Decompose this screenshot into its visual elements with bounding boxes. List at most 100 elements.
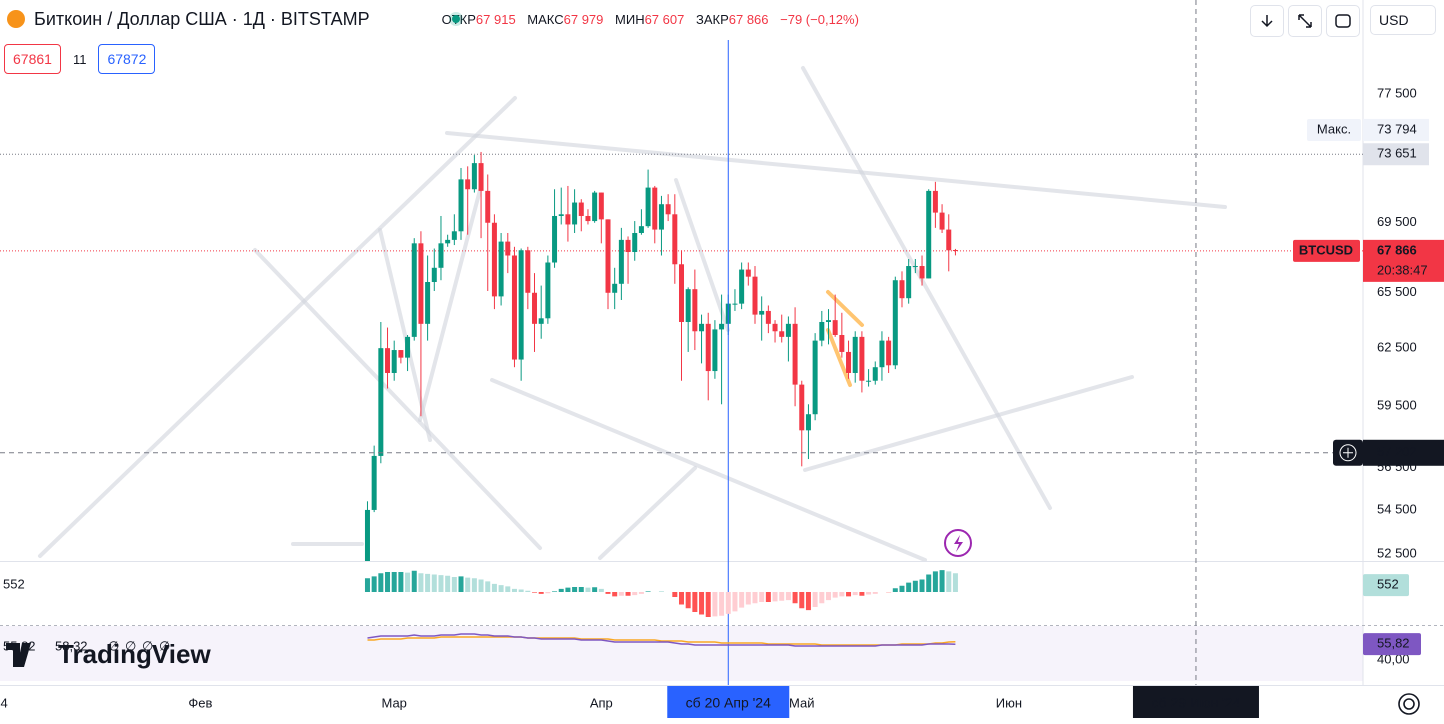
macd-bar [538,592,544,594]
trend-line [826,290,864,327]
macd-bar [445,575,451,592]
macd-bar [725,592,731,614]
candle-body [532,292,538,324]
max-value-box [1363,118,1429,141]
candle-body [866,380,872,382]
candle-body [445,239,451,244]
download-button[interactable] [1250,5,1284,37]
x-tick-label: Июн [996,695,1022,710]
candle-body [899,280,905,299]
candle-body [605,219,611,293]
candle-body [552,215,558,263]
candle-body [592,192,598,222]
candle-body [665,204,671,215]
crosshair-date-box [667,686,790,718]
candle-body [685,289,691,322]
candle-body [431,267,437,283]
candle-body [652,187,658,230]
legend-change: −79 (−0,12%) [780,11,859,27]
candle-body [618,239,624,284]
candle-body [498,241,504,297]
symbol-title[interactable]: Биткоин / Доллар США · 1Д · BITSTAMP [34,8,370,29]
candle-body [598,192,604,220]
last-price-box [1363,239,1444,282]
macd-bar [932,571,938,592]
legend-value: 67 979 [563,11,604,27]
candle-body [451,231,457,240]
trend-line [674,178,730,332]
watermark-logo: TradingView [6,639,211,669]
y-tick-label: 52 500 [1377,546,1417,561]
fullscreen-button[interactable] [1288,5,1322,37]
price-pane [0,151,1363,561]
rsi-legend-ma: 58,32 [55,638,88,653]
candle-body [852,336,858,373]
macd-bar [866,592,872,595]
macd-bar [592,587,598,592]
candle-body [538,318,544,324]
candle-body [719,323,725,330]
candle-body [385,348,391,373]
macd-bar [812,592,818,607]
macd-bar [732,592,738,612]
legend-value: 67 866 [728,11,769,27]
macd-bar [451,577,457,592]
macd-bar [839,592,845,597]
legend-value: 67 915 [475,11,516,27]
macd-bar [391,572,397,592]
currency-button[interactable]: USD [1370,5,1436,35]
rsi-legend-extra: ∅ [142,638,153,653]
crosshair-price-box [1363,439,1444,466]
candle-body [418,243,424,324]
last-price-name-box [1293,239,1360,262]
rsi-ma-line [367,636,956,646]
trend-line [445,131,1227,209]
rsi-line [367,633,956,647]
settings-icon[interactable] [1398,693,1420,715]
macd-bar [859,592,865,596]
candle-body [425,282,431,324]
rsi-band [0,626,1363,681]
candle-body [471,163,477,190]
macd-bar [638,592,644,594]
ask-button[interactable]: 67872 [98,44,156,74]
macd-bar [485,581,491,592]
candle-body [699,323,705,332]
spread: 11 [72,51,87,67]
candle-body [364,509,370,561]
candle-body [832,320,838,335]
watermark: TradingView [58,639,211,669]
macd-bar [431,574,437,592]
candle-body [779,331,785,337]
candle-body [732,303,738,305]
candle-body [672,214,678,265]
macd-bar [525,590,531,592]
macd-bar [364,578,370,592]
macd-bar [825,592,831,601]
candle-body [558,214,564,216]
candle-body [545,262,551,319]
y-tick-label: 59 500 [1377,398,1417,413]
x-tick-label: Май [789,695,814,710]
candle-body [692,289,698,332]
candle-body [398,350,404,358]
candle-body [932,190,938,213]
macd-bar [679,592,684,605]
trend-line [253,248,542,550]
candle-body [812,340,818,415]
max-value: 73 794 [1377,121,1417,136]
candle-body [371,455,377,510]
last-price-name: BTCUSD [1299,242,1353,257]
bid-button[interactable]: 67861 [4,44,61,74]
macd-bar [745,592,751,605]
candle-body [772,323,778,332]
macd-bar [518,589,524,592]
candle-body [565,214,571,225]
macd-bar [558,588,564,592]
macd-bar [739,592,745,608]
legend-label: ЗАКР [695,11,729,27]
screenshot-button[interactable] [1326,5,1360,37]
candle-body [638,226,644,234]
